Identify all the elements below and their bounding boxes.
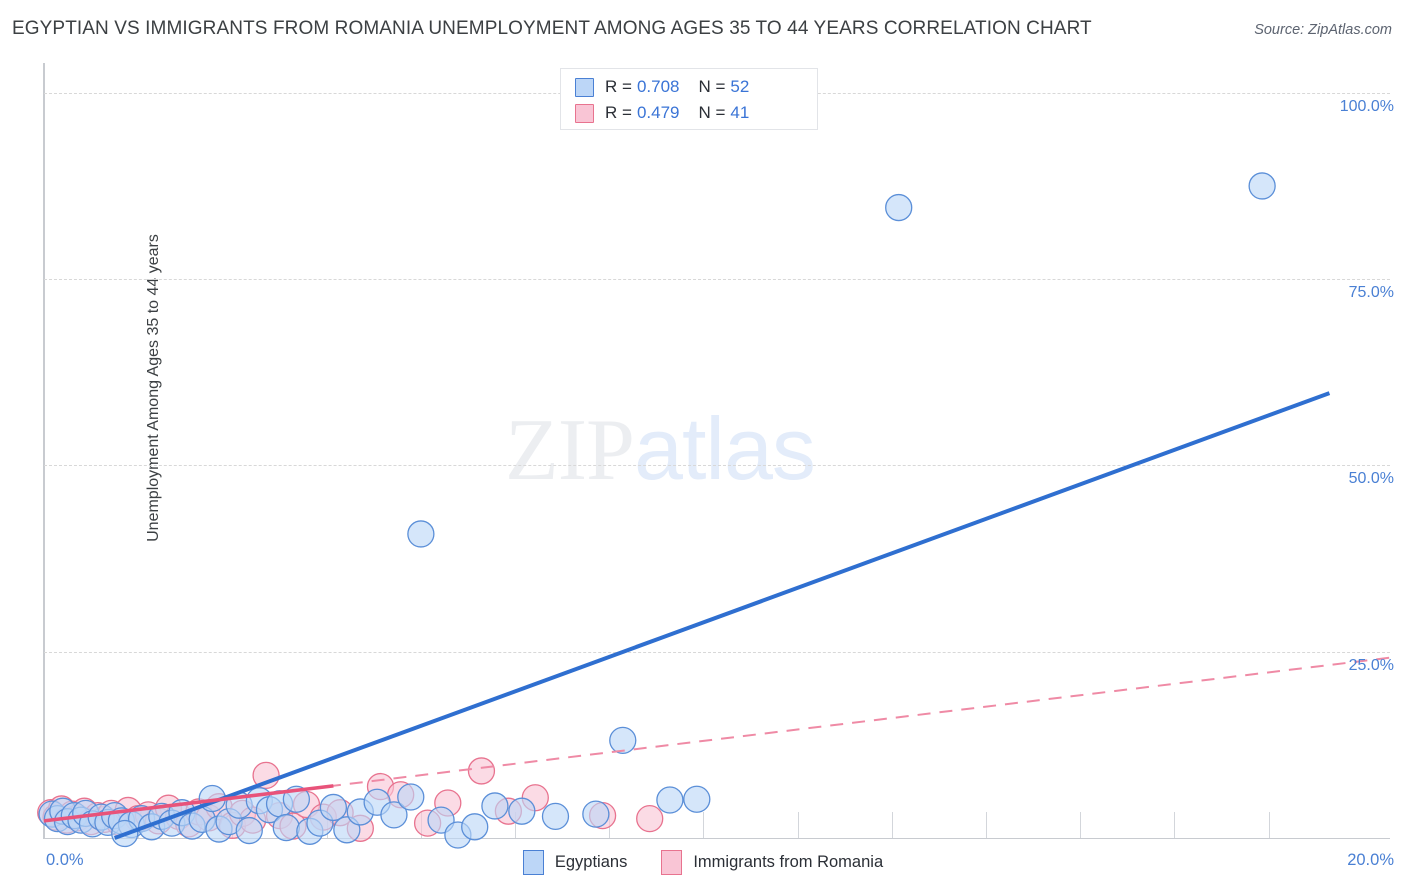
data-point: [481, 792, 509, 820]
legend-color-egyptians: [522, 850, 544, 875]
data-point: [885, 193, 913, 222]
legend-swatch-egyptians: [575, 77, 594, 97]
y-axis-tick-label: 75.0%: [1348, 284, 1394, 302]
data-point: [397, 783, 425, 811]
legend-swatch-romania: [575, 103, 594, 123]
legend-item-egyptians[interactable]: Egyptians: [522, 850, 628, 875]
y-axis-line: [43, 63, 45, 839]
legend-label-romania: Immigrants from Romania: [693, 853, 884, 871]
x-axis-tick: [891, 812, 893, 838]
y-axis-tick-label: 100.0%: [1339, 97, 1394, 115]
x-axis-tick: [1268, 812, 1270, 838]
data-point: [656, 786, 684, 814]
correlation-row-romania: R = 0.479 N = 41: [575, 100, 807, 126]
correlation-legend: R = 0.708 N = 52 R = 0.479 N = 41: [560, 68, 818, 130]
data-point: [235, 816, 263, 845]
data-point: [467, 757, 496, 785]
y-axis-tick-label: 25.0%: [1348, 656, 1394, 674]
x-axis-tick: [1174, 812, 1176, 838]
data-point: [582, 800, 610, 828]
trendline-segment: [43, 784, 334, 823]
series-legend: Egyptians Immigrants from Romania: [0, 850, 1406, 875]
data-point: [609, 726, 637, 755]
legend-color-romania: [661, 850, 683, 875]
r-value-romania: 0.479: [636, 103, 680, 122]
data-point: [636, 804, 664, 833]
x-axis-line: [44, 838, 1390, 839]
x-axis-tick: [1080, 812, 1082, 838]
n-label-romania: N =: [698, 103, 726, 122]
gridline: [44, 279, 1390, 281]
gridline: [44, 465, 1390, 467]
source-label: Source: ZipAtlas.com: [1254, 22, 1392, 38]
data-point: [683, 785, 711, 813]
data-point: [319, 793, 348, 822]
data-point: [508, 797, 536, 825]
scatter-plot: [37, 172, 1391, 849]
y-axis-tick-label: 50.0%: [1348, 470, 1394, 488]
plot-area: [37, 63, 1391, 849]
n-value-romania: 41: [730, 103, 750, 122]
legend-item-romania[interactable]: Immigrants from Romania: [661, 850, 883, 875]
n-label-egyptians: N =: [698, 77, 726, 96]
r-label-romania: R =: [605, 103, 632, 122]
data-point: [407, 520, 435, 548]
correlation-row-egyptians: R = 0.708 N = 52: [575, 74, 807, 100]
y-axis-title-wrap: Unemployment Among Ages 35 to 44 years: [10, 0, 162, 775]
series-points: [38, 172, 1276, 849]
r-value-egyptians: 0.708: [636, 77, 680, 96]
page-title: EGYPTIAN VS IMMIGRANTS FROM ROMANIA UNEM…: [12, 18, 1092, 39]
x-axis-tick: [703, 812, 705, 838]
data-point: [1248, 172, 1276, 200]
data-point: [541, 802, 570, 831]
x-axis-label-min: 0.0%: [46, 851, 84, 869]
data-point: [461, 813, 489, 841]
x-axis-tick: [986, 812, 987, 838]
legend-label-egyptians: Egyptians: [554, 853, 628, 871]
trendline: [113, 391, 1331, 840]
x-axis-label-max: 20.0%: [1347, 851, 1394, 869]
r-label-egyptians: R =: [605, 77, 632, 96]
data-point: [380, 801, 408, 829]
data-point: [272, 813, 300, 842]
n-value-egyptians: 52: [730, 77, 750, 96]
x-axis-tick: [797, 812, 799, 838]
x-axis-tick: [515, 812, 516, 838]
gridline: [44, 651, 1390, 653]
